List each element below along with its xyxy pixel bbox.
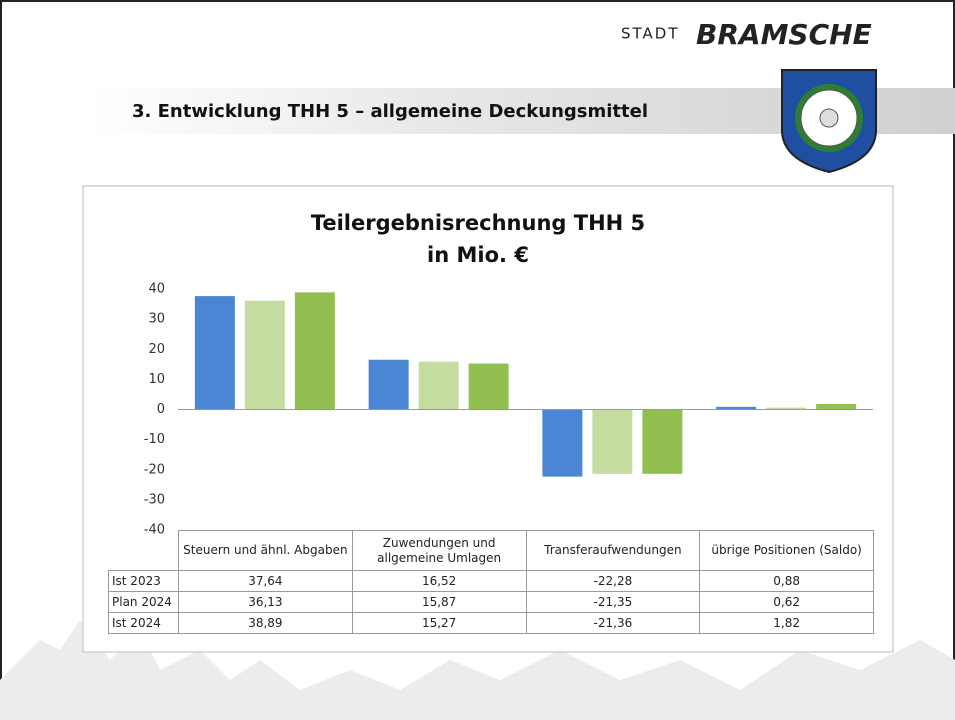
- value-label: 0,62: [699, 591, 874, 613]
- bar: [244, 300, 285, 410]
- legend-label: Ist 2024: [108, 612, 179, 634]
- slide-title: 3. Entwicklung THH 5 – allgemeine Deckun…: [132, 101, 648, 122]
- y-tick-label: -30: [144, 492, 165, 507]
- bar: [368, 359, 409, 410]
- table-row: Ist 2023 37,64 16,52 -22,28 0,88: [108, 570, 874, 592]
- y-tick-label: -20: [144, 462, 165, 477]
- value-label: 15,27: [351, 612, 527, 634]
- city-prefix: STADT: [621, 25, 680, 43]
- bar: [716, 406, 757, 410]
- table-header-row: Steuern und ähnl. Abgaben Zuwendungen und…: [108, 530, 874, 571]
- value-label: -22,28: [525, 570, 701, 592]
- bar: [418, 361, 459, 410]
- chart-subtitle: in Mio. €: [427, 243, 529, 267]
- category-label: Transferaufwendungen: [525, 530, 701, 571]
- coat-of-arms: [781, 69, 877, 174]
- y-tick-label: 30: [148, 312, 165, 327]
- bar: [294, 292, 335, 410]
- bar: [468, 363, 509, 410]
- bar: [194, 296, 235, 410]
- table-row: Ist 2024 38,89 15,27 -21,36 1,82: [108, 612, 874, 634]
- category-label: Steuern und ähnl. Abgaben: [178, 530, 353, 571]
- value-label: 16,52: [351, 570, 527, 592]
- value-label: 0,88: [699, 570, 874, 592]
- value-label: -21,36: [525, 612, 701, 634]
- bar: [642, 409, 683, 474]
- category-label: übrige Positionen (Saldo): [699, 530, 874, 571]
- bar: [816, 404, 857, 410]
- bar: [542, 409, 583, 477]
- chart-title: Teilergebnisrechnung THH 5: [311, 211, 645, 235]
- legend-label: Ist 2023: [108, 570, 179, 592]
- bar: [592, 409, 633, 474]
- y-tick-label: 0: [157, 402, 165, 417]
- value-label: 37,64: [178, 570, 353, 592]
- value-label: 38,89: [178, 612, 353, 634]
- y-tick-label: -10: [144, 432, 165, 447]
- value-label: 15,87: [351, 591, 527, 613]
- y-tick-label: 20: [148, 342, 165, 357]
- value-label: 1,82: [699, 612, 874, 634]
- legend-label: Plan 2024: [108, 591, 179, 613]
- data-table: Steuern und ähnl. Abgaben Zuwendungen und…: [108, 530, 874, 634]
- y-tick-label: 10: [148, 372, 165, 387]
- city-name: BRAMSCHE: [696, 18, 872, 51]
- table-row: Plan 2024 36,13 15,87 -21,35 0,62: [108, 591, 874, 613]
- value-label: 36,13: [178, 591, 353, 613]
- y-tick-label: 40: [148, 282, 165, 297]
- category-label: Zuwendungen und allgemeine Umlagen: [351, 530, 527, 571]
- table-corner: [108, 530, 179, 571]
- city-silhouette: [0, 620, 955, 720]
- bar: [766, 407, 807, 410]
- value-label: -21,35: [525, 591, 701, 613]
